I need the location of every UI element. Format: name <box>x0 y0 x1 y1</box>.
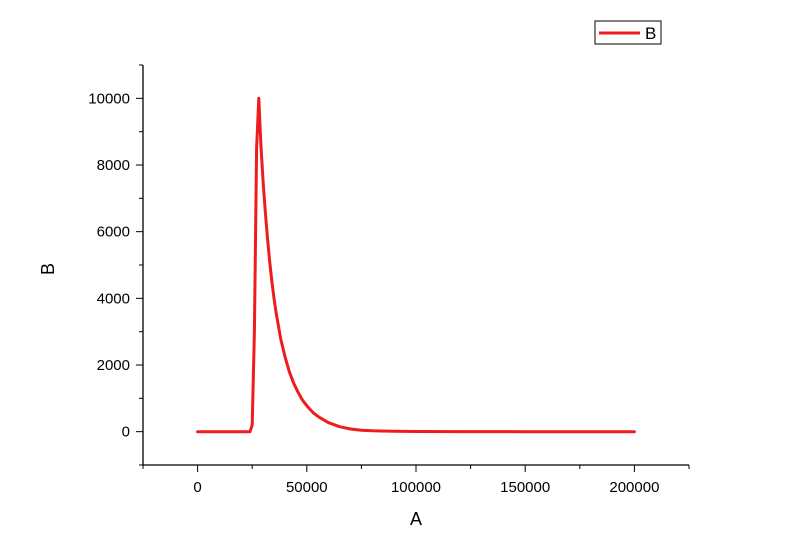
series-line-B <box>196 96 636 434</box>
axes <box>142 65 689 466</box>
series-layer <box>196 96 636 434</box>
data-point <box>259 143 263 147</box>
data-point <box>196 430 199 433</box>
data-point <box>261 180 265 183</box>
legend: B <box>594 20 662 45</box>
y-tick-label: 8000 <box>97 157 130 174</box>
data-point <box>253 330 256 333</box>
data-point <box>218 430 221 433</box>
data-point <box>255 147 258 150</box>
data-point <box>338 425 341 428</box>
y-axis-title: B <box>38 263 58 275</box>
y-tick-label: 2000 <box>97 357 130 374</box>
data-point <box>327 421 330 424</box>
data-point <box>248 430 252 433</box>
data-point <box>360 428 363 432</box>
y-tick-label: 6000 <box>97 224 130 241</box>
data-point <box>266 237 269 240</box>
data-point <box>279 337 282 340</box>
data-point <box>264 210 267 213</box>
data-point <box>283 355 287 358</box>
data-point <box>312 411 315 415</box>
x-tick-label: 100000 <box>391 479 441 496</box>
data-point <box>414 430 418 433</box>
data-point <box>305 404 308 407</box>
ticks <box>136 64 690 472</box>
tick-labels: 0 50000 100000 150000 200000 0 2000 4000 6000 800… <box>88 90 659 496</box>
y-tick-label: 0 <box>122 424 130 441</box>
data-point <box>272 297 276 300</box>
data-point <box>301 398 304 402</box>
x-tick-label: 200000 <box>609 479 659 496</box>
x-axis-title: A <box>410 509 422 529</box>
data-point <box>275 312 278 315</box>
x-tick-label: 150000 <box>500 479 550 496</box>
legend-label: B <box>645 24 656 43</box>
data-point <box>633 430 636 433</box>
y-tick-label: 4000 <box>97 290 130 307</box>
data-point <box>257 97 260 100</box>
data-point <box>268 260 271 263</box>
data-point <box>240 430 243 433</box>
data-point <box>371 429 374 433</box>
x-tick-label: 0 <box>193 479 201 496</box>
x-tick-label: 50000 <box>286 479 328 496</box>
data-point <box>296 391 300 394</box>
data-point <box>349 427 352 431</box>
data-point <box>318 416 322 419</box>
data-point <box>524 430 527 433</box>
data-point <box>288 370 291 373</box>
data-point <box>392 430 396 433</box>
data-point <box>270 280 274 283</box>
y-tick-label: 10000 <box>88 90 130 107</box>
data-point <box>458 430 461 433</box>
data-point <box>292 382 295 385</box>
data-point <box>251 423 254 427</box>
